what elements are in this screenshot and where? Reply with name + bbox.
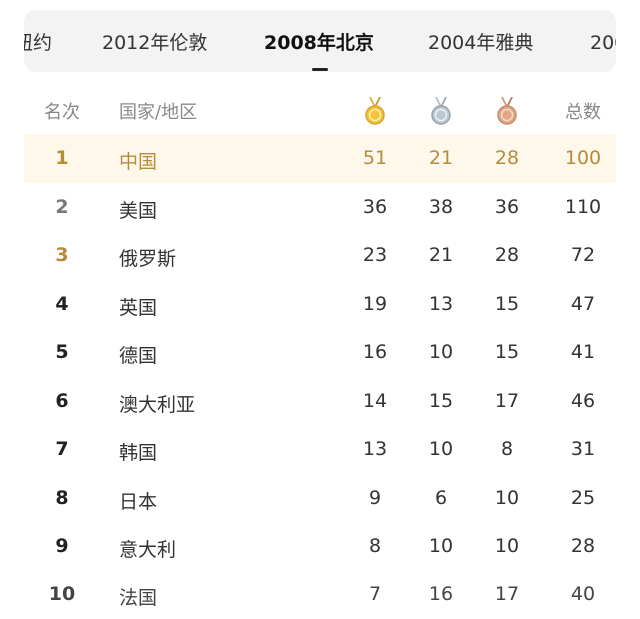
header-total: 总数	[556, 98, 610, 124]
header-country: 国家/地区	[119, 98, 197, 124]
country-cell: 美国	[119, 196, 157, 223]
bronze-count: 10	[484, 487, 530, 509]
silver-count: 16	[418, 583, 464, 605]
tab-2012-london[interactable]: 2012年伦敦	[102, 28, 207, 55]
silver-count: 6	[418, 487, 464, 509]
bronze-count: 15	[484, 293, 530, 315]
gold-count: 14	[352, 390, 398, 412]
tab-2000-sydney[interactable]: 2000年悉尼	[590, 28, 616, 55]
silver-count: 10	[418, 535, 464, 557]
table-row[interactable]: 7 韩国 13 10 8 31	[24, 425, 616, 474]
rank-cell: 2	[38, 196, 86, 218]
country-cell: 中国	[119, 147, 157, 174]
tab-2004-athens[interactable]: 2004年雅典	[428, 28, 533, 55]
gold-medal-icon	[364, 96, 386, 126]
bronze-count: 36	[484, 196, 530, 218]
medal-table: 1 中国 51 21 28 100 2 美国 36 38 36 110 3 俄罗…	[24, 134, 616, 619]
total-count: 72	[556, 244, 610, 266]
active-tab-indicator	[312, 68, 328, 71]
gold-count: 36	[352, 196, 398, 218]
table-row[interactable]: 9 意大利 8 10 10 28	[24, 522, 616, 571]
gold-count: 9	[352, 487, 398, 509]
tab-2008-beijing[interactable]: 2008年北京	[264, 28, 374, 55]
header-rank: 名次	[38, 98, 86, 124]
gold-count: 51	[352, 147, 398, 169]
silver-count: 13	[418, 293, 464, 315]
rank-cell: 1	[38, 147, 86, 169]
total-count: 46	[556, 390, 610, 412]
country-cell: 日本	[119, 487, 157, 514]
country-cell: 俄罗斯	[119, 244, 176, 271]
gold-medal-icon	[352, 94, 398, 129]
total-count: 40	[556, 583, 610, 605]
total-count: 28	[556, 535, 610, 557]
gold-count: 23	[352, 244, 398, 266]
rank-cell: 9	[38, 535, 86, 557]
gold-count: 7	[352, 583, 398, 605]
total-count: 41	[556, 341, 610, 363]
country-cell: 德国	[119, 341, 157, 368]
gold-count: 16	[352, 341, 398, 363]
silver-count: 10	[418, 341, 464, 363]
table-header: 名次 国家/地区 总数	[24, 84, 616, 132]
table-row[interactable]: 3 俄罗斯 23 21 28 72	[24, 231, 616, 280]
table-row[interactable]: 1 中国 51 21 28 100	[24, 134, 616, 183]
bronze-count: 28	[484, 147, 530, 169]
table-row[interactable]: 2 美国 36 38 36 110	[24, 183, 616, 232]
rank-cell: 6	[38, 390, 86, 412]
silver-count: 15	[418, 390, 464, 412]
table-row[interactable]: 10 法国 7 16 17 40	[24, 571, 616, 619]
country-cell: 澳大利亚	[119, 390, 195, 417]
total-count: 31	[556, 438, 610, 460]
country-cell: 法国	[119, 583, 157, 610]
table-row[interactable]: 5 德国 16 10 15 41	[24, 328, 616, 377]
bronze-count: 28	[484, 244, 530, 266]
bronze-medal-icon	[496, 96, 518, 126]
total-count: 25	[556, 487, 610, 509]
table-row[interactable]: 4 英国 19 13 15 47	[24, 280, 616, 329]
bronze-count: 15	[484, 341, 530, 363]
bronze-medal-icon	[484, 94, 530, 129]
tab-nyc[interactable]: 纽约	[24, 28, 52, 55]
silver-count: 10	[418, 438, 464, 460]
total-count: 110	[556, 196, 610, 218]
bronze-count: 10	[484, 535, 530, 557]
country-cell: 英国	[119, 293, 157, 320]
silver-medal-icon	[430, 96, 452, 126]
country-cell: 意大利	[119, 535, 176, 562]
rank-cell: 8	[38, 487, 86, 509]
silver-medal-icon	[418, 94, 464, 129]
total-count: 100	[556, 147, 610, 169]
bronze-count: 17	[484, 583, 530, 605]
bronze-count: 17	[484, 390, 530, 412]
silver-count: 21	[418, 244, 464, 266]
silver-count: 38	[418, 196, 464, 218]
total-count: 47	[556, 293, 610, 315]
silver-count: 21	[418, 147, 464, 169]
rank-cell: 10	[38, 583, 86, 605]
bronze-count: 8	[484, 438, 530, 460]
rank-cell: 5	[38, 341, 86, 363]
year-tab-bar: 纽约 2012年伦敦 2008年北京 2004年雅典 2000年悉尼	[24, 10, 616, 72]
rank-cell: 7	[38, 438, 86, 460]
gold-count: 13	[352, 438, 398, 460]
rank-cell: 3	[38, 244, 86, 266]
gold-count: 19	[352, 293, 398, 315]
table-row[interactable]: 6 澳大利亚 14 15 17 46	[24, 377, 616, 426]
rank-cell: 4	[38, 293, 86, 315]
gold-count: 8	[352, 535, 398, 557]
table-row[interactable]: 8 日本 9 6 10 25	[24, 474, 616, 523]
country-cell: 韩国	[119, 438, 157, 465]
